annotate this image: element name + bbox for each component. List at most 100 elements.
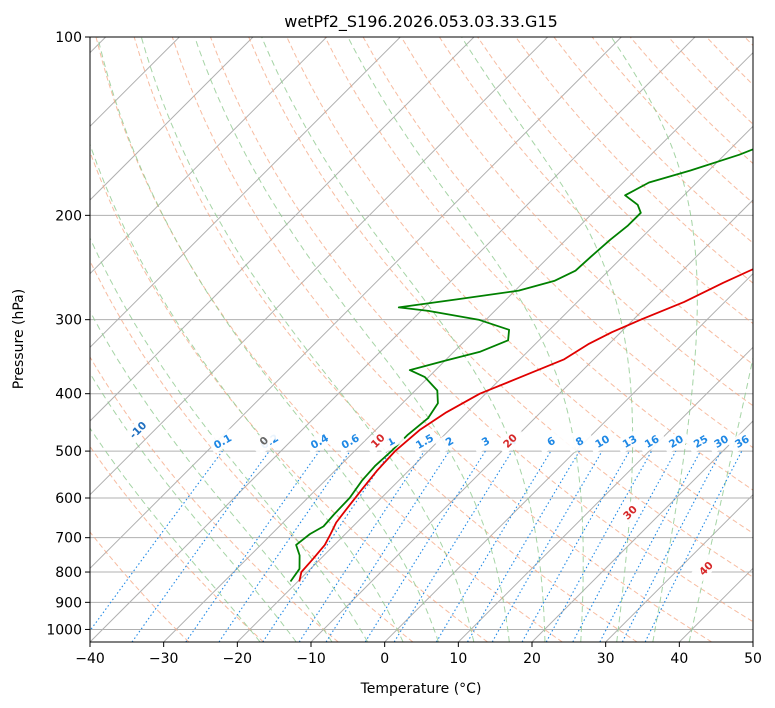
axes: −40 −30 −20 −10 0 10 20 30 40 50 100 200 300 400 500 60… (46, 30, 762, 667)
dry-adiabat-line (400, 37, 753, 407)
dry-adiabat-line (515, 37, 753, 284)
x-tick-label: −20 (223, 651, 253, 667)
dry-adiabat-line (90, 531, 190, 642)
mixing-ratio-line (218, 450, 351, 642)
mixing-ratio-line (545, 450, 653, 642)
plot-frame (89, 36, 754, 643)
y-tick-label: 600 (55, 491, 82, 507)
dry-adiabat-line (324, 37, 753, 491)
moist-adiabat-label-bg (363, 426, 392, 455)
x-tick-label: 0 (380, 651, 389, 667)
mixing-ratio-line (262, 450, 392, 642)
mixing-ratio-label-bg (375, 428, 406, 454)
y-tick-label: 500 (55, 444, 82, 460)
mixing-ratio-line (131, 450, 270, 642)
mixing-ratio-line (393, 450, 513, 642)
dry-adiabat-line (90, 259, 414, 642)
x-tick-label: −10 (296, 651, 326, 667)
x-tick-label: 40 (670, 651, 688, 667)
mixing-ratio-label-bg (727, 428, 753, 454)
mixing-ratio-label-bg (434, 428, 464, 454)
isotherm-line (457, 346, 753, 642)
isotherm-line (90, 37, 254, 201)
mixing-ratio-line (90, 450, 223, 632)
moist-adiabat-line (610, 37, 698, 642)
y-tick-label: 200 (55, 208, 82, 224)
mixing-ratio-line (298, 450, 425, 642)
dry-adiabat-line (248, 37, 753, 578)
temperature-profile (298, 268, 753, 582)
moist-adiabat-label-bg (615, 498, 645, 527)
dry-adiabat-line (90, 445, 264, 642)
y-tick-label: 700 (55, 531, 82, 547)
mixing-ratio-line (644, 450, 743, 642)
dry-adiabat-line (171, 37, 712, 642)
isotherm-line (90, 37, 696, 642)
dry-adiabat-label-bg (123, 415, 152, 444)
mixing-ratio-line (521, 450, 630, 642)
mixing-ratio-label-bg (661, 428, 691, 454)
isotherm-line (90, 37, 622, 570)
mixing-ratio-label-bg (706, 428, 736, 454)
y-tick-label: 100 (55, 30, 82, 46)
moist-adiabat-label-bg (691, 554, 720, 583)
mixing-ratio-label-bg (636, 428, 667, 454)
mixing-ratio-label-bg (685, 428, 716, 454)
dry-adiabat-line (90, 356, 339, 642)
isotherm-line (90, 37, 549, 496)
y-tick-label: 400 (55, 387, 82, 403)
dry-adiabat-line (90, 150, 488, 642)
moist-adiabat-line (90, 236, 369, 642)
moist-adiabat-label-bg (495, 426, 524, 455)
isotherm-line (236, 125, 753, 642)
isotherm-line (90, 37, 475, 422)
dry-adiabat-line (133, 37, 638, 642)
x-tick-label: −30 (149, 651, 179, 667)
isotherm-line (90, 37, 401, 349)
y-tick-label: 1000 (46, 622, 82, 638)
series-lines (289, 148, 753, 583)
x-tick-label: 10 (449, 651, 467, 667)
isotherm-line (384, 272, 753, 642)
mixing-ratio-label-bg (614, 428, 645, 454)
mixing-ratio-label-bg (207, 428, 238, 454)
y-axis-label: Pressure (hPa) (11, 289, 27, 389)
x-tick-label: 50 (744, 651, 762, 667)
mixing-ratio-label-bg (304, 428, 335, 454)
chart-title: wetPf2_S196.2026.053.03.33.G15 (284, 12, 558, 32)
dewpoint-profile (289, 148, 753, 583)
y-tick-label: 900 (55, 595, 82, 611)
moist-adiabat-line (194, 37, 510, 642)
mixing-ratio-label-bg (409, 428, 440, 454)
y-tick-label: 800 (55, 565, 82, 581)
dry-adiabat-line (210, 37, 753, 623)
moist-adiabat-line (347, 37, 584, 642)
moist-adiabat-line (97, 37, 439, 642)
isotherm-line (605, 493, 753, 642)
x-axis-label: Temperature (°C) (360, 681, 482, 697)
mixing-ratio-label-bg (335, 428, 365, 454)
moist-adiabat-line (90, 142, 404, 642)
mixing-ratio-label-bg (470, 428, 501, 454)
mixing-ratio-label-bg (564, 428, 595, 454)
moist-adiabat-line (90, 372, 297, 642)
moist-adiabat-line (90, 427, 261, 642)
moist-adiabat-line (461, 37, 634, 642)
isotherm-line (90, 37, 328, 275)
y-tick-label: 300 (55, 313, 82, 329)
moist-adiabat-line (90, 310, 333, 642)
background-lines (90, 37, 753, 642)
x-tick-label: 20 (523, 651, 541, 667)
x-tick-label: 30 (597, 651, 615, 667)
moist-adiabat-line (261, 37, 546, 642)
moist-adiabat-line (140, 37, 475, 642)
mixing-ratio-label-bg (536, 428, 566, 454)
isotherm-line (531, 420, 753, 642)
mixing-ratio-line (185, 450, 320, 642)
mixing-ratio-line (325, 450, 450, 642)
mixing-ratio-line (572, 450, 677, 642)
moist-adiabat-label-bg (249, 426, 278, 455)
dry-adiabat-line (438, 37, 753, 366)
